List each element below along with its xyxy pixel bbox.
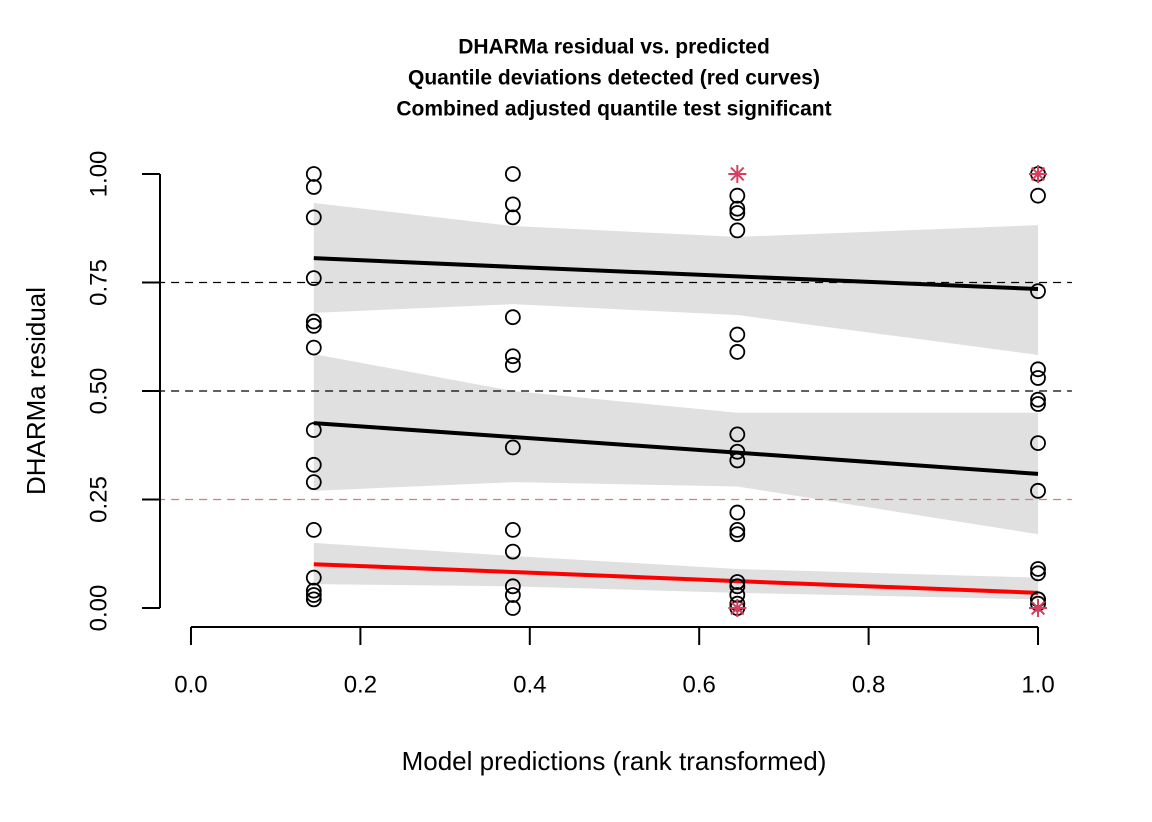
- x-tick-label: 0.6: [683, 671, 716, 698]
- residual-point: [729, 222, 746, 239]
- residual-point: [504, 348, 521, 365]
- residual-point: [729, 426, 746, 443]
- quantile-line: [313, 421, 1039, 476]
- residual-point: [1030, 435, 1046, 451]
- confidence-band: [313, 203, 1039, 355]
- residual-point: [504, 600, 521, 616]
- residual-point: [504, 522, 521, 538]
- residual-point: [305, 522, 322, 538]
- residual-point: [1030, 187, 1046, 204]
- residual-point: [729, 326, 746, 343]
- residual-point: [729, 452, 746, 469]
- outlier-marker: [728, 599, 747, 618]
- residual-point: [305, 166, 322, 182]
- residual-point: [729, 574, 746, 590]
- residual-point: [729, 522, 746, 538]
- x-tick-label: 0.8: [852, 671, 885, 698]
- residual-point: [504, 166, 521, 182]
- x-tick-label: 1.0: [1021, 671, 1054, 698]
- residual-point: [1030, 565, 1046, 582]
- residual-point: [305, 474, 322, 491]
- residual-point: [305, 270, 322, 287]
- y-tick-label: 0.25: [85, 476, 112, 523]
- x-tick-label: 0.0: [174, 671, 207, 698]
- residual-point: [305, 569, 322, 586]
- residual-point: [504, 196, 521, 213]
- y-tick-label: 0.00: [85, 585, 112, 632]
- residual-point: [305, 422, 322, 438]
- x-axis-label: Model predictions (rank transformed): [402, 746, 827, 776]
- title-line: Quantile deviations detected (red curves…: [408, 67, 820, 90]
- residual-point: [1030, 361, 1046, 378]
- y-axis-label: DHARMa residual: [21, 287, 51, 495]
- residual-point: [1030, 391, 1046, 408]
- title-line: DHARMa residual vs. predicted: [458, 36, 770, 59]
- residual-point: [305, 582, 322, 599]
- outlier-marker: [728, 164, 747, 183]
- residual-point: [729, 187, 746, 204]
- residual-point: [1030, 370, 1046, 386]
- residual-point: [504, 439, 521, 456]
- residual-point: [504, 578, 521, 595]
- residual-point: [729, 526, 746, 543]
- residual-point: [504, 587, 521, 603]
- residual-point: [729, 504, 746, 521]
- residual-point: [729, 344, 746, 360]
- residual-point: [305, 209, 322, 226]
- quantile-line: [313, 256, 1039, 291]
- residual-point: [305, 587, 322, 603]
- residual-point: [504, 209, 521, 226]
- residual-point: [305, 313, 322, 330]
- residual-point: [1030, 561, 1046, 577]
- residual-point: [729, 443, 746, 460]
- residual-point: [1030, 482, 1046, 499]
- title-line: Combined adjusted quantile test signific…: [396, 98, 831, 121]
- residual-point: [1030, 283, 1046, 300]
- x-tick-label: 0.2: [344, 671, 377, 698]
- residual-point: [305, 179, 322, 195]
- confidence-band: [313, 354, 1039, 535]
- residual-point: [305, 339, 322, 356]
- residual-point: [504, 543, 521, 560]
- x-tick-label: 0.4: [513, 671, 546, 698]
- residual-point: [1030, 396, 1046, 412]
- residual-point: [504, 309, 521, 326]
- residual-point: [305, 591, 322, 608]
- quantile-line: [313, 562, 1039, 595]
- y-tick-label: 0.50: [85, 368, 112, 415]
- residual-point: [729, 200, 746, 217]
- residual-point: [305, 317, 322, 334]
- residual-point: [729, 578, 746, 595]
- y-tick-label: 0.75: [85, 259, 112, 306]
- y-tick-label: 1.00: [85, 151, 112, 198]
- outlier-marker: [1029, 599, 1048, 618]
- residual-point: [504, 357, 521, 373]
- residual-point: [305, 456, 322, 473]
- residual-point: [729, 205, 746, 221]
- outlier-marker: [1029, 164, 1048, 183]
